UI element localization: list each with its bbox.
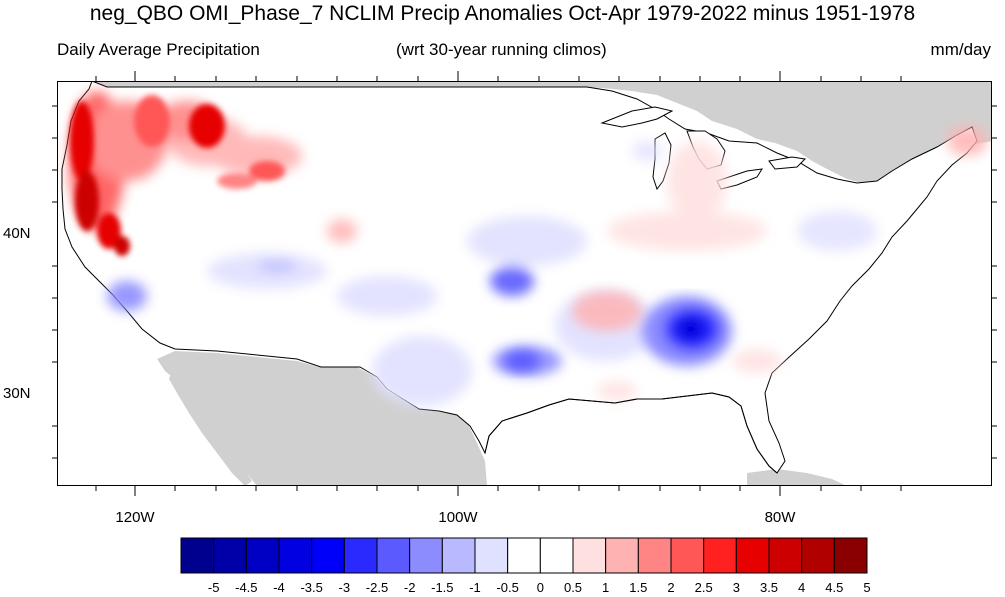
colorbar-tick-label: 1 (602, 580, 610, 595)
colorbar-swatch (637, 537, 672, 574)
baja-california (169, 371, 252, 486)
map-frame (57, 81, 992, 486)
colorbar-swatch (768, 537, 803, 574)
mexico-region (157, 351, 487, 486)
colorbar-swatch (833, 537, 868, 574)
lon-label-100w: 100W (438, 509, 478, 526)
colorbar-swatch (376, 537, 411, 574)
colorbar-tick-label: 0.5 (563, 580, 583, 595)
lake-ontario (768, 156, 807, 170)
gulf-coastline (484, 392, 778, 474)
colorbar-tick-label: -1 (469, 580, 481, 595)
colorbar-swatch (343, 537, 378, 574)
colorbar-swatch (213, 537, 247, 574)
lat-label-40n: 40N (3, 225, 31, 242)
colorbar-tick-label: 2 (667, 580, 675, 595)
colorbar-tick-label: 4 (798, 580, 806, 595)
colorbar-tick-label: -5 (207, 580, 220, 595)
precip-anomaly-map (57, 81, 992, 486)
colorbar-swatch (572, 537, 607, 574)
colorbar-swatch (441, 537, 476, 574)
lake-superior (600, 106, 674, 128)
colorbar-swatch (278, 537, 313, 574)
canada-region (57, 81, 992, 185)
colorbar-tick-label: 4.5 (825, 580, 844, 595)
colorbar-tick-label: 5 (863, 580, 871, 595)
anomaly-shading (69, 91, 987, 406)
lon-label-120w: 120W (115, 509, 155, 526)
colorbar-tick-label: 3.5 (759, 580, 779, 595)
colorbar-tick-label: 0 (536, 580, 544, 595)
colorbar-swatch (735, 537, 770, 574)
lat-label-30n: 30N (3, 385, 31, 402)
left-subtitle: Daily Average Precipitation (57, 40, 260, 59)
colorbar-swatch (245, 537, 280, 574)
colorbar-swatch (703, 537, 737, 574)
colorbar-swatch (670, 537, 705, 574)
lon-label-80w: 80W (764, 509, 796, 526)
colorbar-tick-label: -4.5 (235, 580, 258, 595)
colorbar-swatch (409, 537, 443, 574)
colorbar-tick-label: -3 (338, 580, 351, 595)
colorbar-swatch (311, 537, 345, 574)
colorbar-swatch (180, 537, 215, 574)
plot-title: neg_QBO OMI_Phase_7 NCLIM Precip Anomali… (89, 2, 916, 25)
colorbar-tick-label: 3 (732, 580, 740, 595)
colorbar-tick-label: 1.5 (629, 580, 648, 595)
colorbar-swatch (605, 537, 639, 574)
colorbar-tick-label: -1.5 (431, 580, 454, 595)
center-subtitle: (wrt 30-year running climos) (396, 40, 607, 59)
colorbar-tick-label: -4 (273, 580, 285, 595)
colorbar-swatch (539, 537, 574, 574)
colorbar-tick-label: 2.5 (694, 580, 713, 595)
colorbar-tick-label: -2 (403, 580, 416, 595)
colorbar-tick-label: -3.5 (300, 580, 323, 595)
cuba-region (747, 469, 847, 486)
colorbar-swatch (801, 537, 835, 574)
colorbar-tick-label: -0.5 (496, 580, 519, 595)
units-label: mm/day (930, 40, 991, 59)
colorbar-swatch (507, 537, 541, 574)
colorbar-swatch (474, 537, 509, 574)
colorbar-tick-label: -2.5 (365, 580, 389, 595)
colorbar (180, 537, 868, 574)
